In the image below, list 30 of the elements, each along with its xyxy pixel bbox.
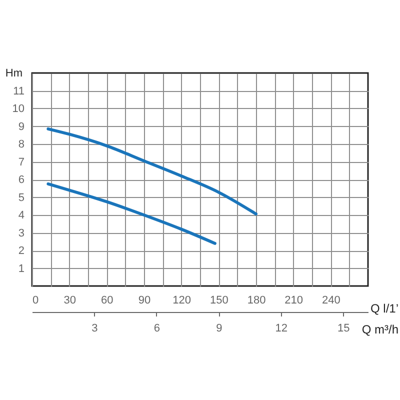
x2-tick-label: 9 (216, 322, 222, 334)
x2-tick-label: 3 (92, 322, 98, 334)
x-tick-label: 30 (64, 294, 76, 306)
x2-axis-title: Q m³/h (362, 322, 398, 336)
x2-tick-label: 6 (154, 322, 160, 334)
x-tick-label: 180 (247, 294, 266, 306)
x2-tick-label: 15 (337, 322, 350, 334)
y-tick-label: 9 (18, 120, 24, 133)
x-tick-label: 60 (101, 294, 114, 306)
y-tick-label: 11 (13, 85, 24, 98)
x-tick-label: 150 (210, 294, 228, 306)
x-tick-label: 120 (172, 294, 192, 306)
y-axis-title: Hm (5, 68, 22, 80)
x2-tick-label: 12 (275, 322, 288, 334)
y-tick-label: 1 (18, 262, 24, 275)
y-tick-label: 6 (18, 174, 24, 186)
y-tick-label: 8 (18, 138, 24, 150)
y-tick-label: 2 (18, 245, 24, 257)
y-tick-label: 10 (12, 103, 24, 115)
y-tick-label: 3 (18, 227, 24, 240)
line-series (46, 127, 258, 216)
y-tick-label: 7 (18, 156, 24, 168)
x-tick-label: 210 (284, 294, 304, 306)
line-series (46, 182, 216, 245)
x-tick-label: 240 (322, 294, 340, 306)
y-tick-label: 4 (18, 210, 24, 222)
y-tick-label: 5 (18, 192, 24, 204)
x-tick-label: 90 (138, 294, 151, 306)
x-tick-label: 0 (32, 294, 39, 306)
x-axis-title: Q l/1’ (370, 302, 398, 316)
